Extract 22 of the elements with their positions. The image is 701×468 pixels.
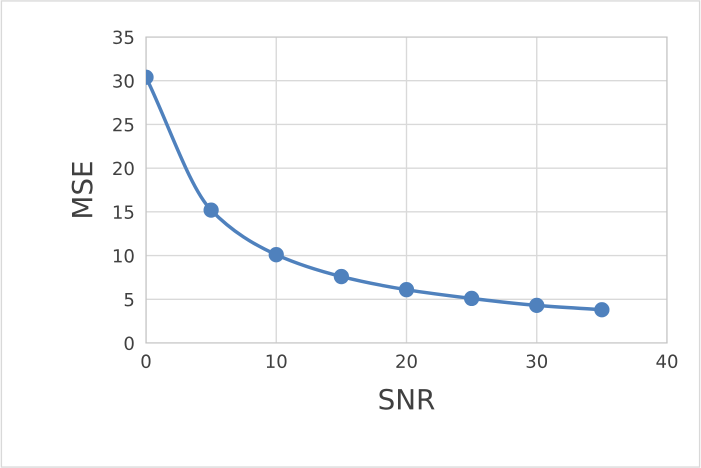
- y-tick-label: 25: [113, 118, 134, 132]
- x-tick-label: 10: [266, 354, 287, 368]
- x-tick-label: 30: [526, 354, 548, 368]
- point: [594, 302, 610, 318]
- x-tick-label: 20: [396, 354, 417, 368]
- point: [529, 298, 544, 314]
- y-tick-label: 20: [113, 162, 134, 176]
- point: [398, 282, 414, 298]
- y-tick-label: 30: [113, 74, 134, 88]
- x-axis-title: SNR: [379, 388, 435, 410]
- y-tick-label: 5: [124, 292, 134, 306]
- y-tick-label: 15: [114, 206, 134, 219]
- x-tick-label: 40: [656, 354, 678, 368]
- y-tick-label: 35: [113, 30, 134, 44]
- point: [268, 247, 284, 262]
- y-tick-label: 0: [124, 336, 134, 350]
- y-tick-label: 10: [114, 249, 134, 263]
- point: [464, 290, 480, 306]
- point: [334, 268, 350, 284]
- y-axis-title: MSE: [72, 162, 93, 217]
- point: [203, 202, 219, 218]
- x-tick-label: 0: [141, 354, 151, 368]
